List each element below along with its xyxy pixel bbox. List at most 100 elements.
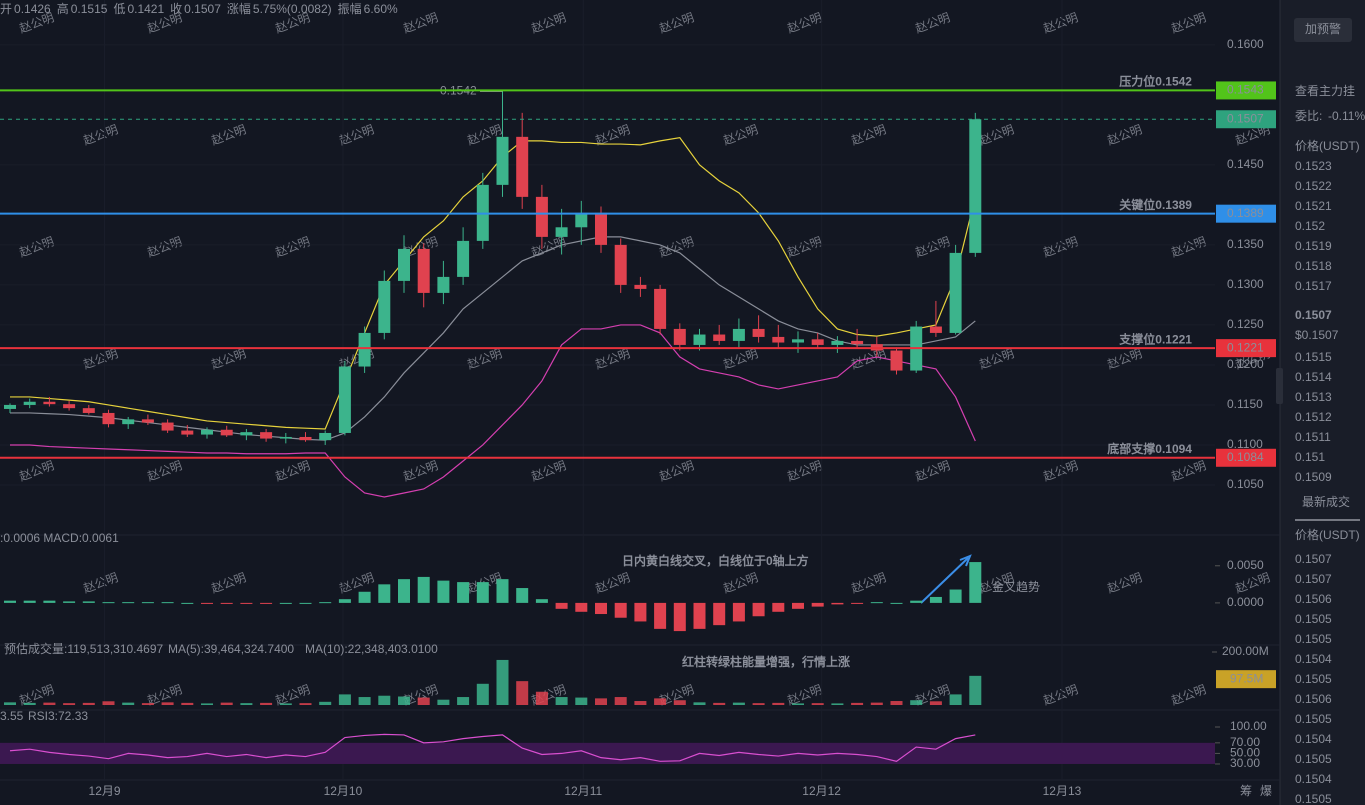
candle-body [122, 419, 135, 425]
macd-bar [535, 599, 548, 603]
x-tick-label: 12月11 [564, 784, 602, 798]
y-tick-label: 0.1450 [1227, 157, 1264, 171]
volume-bar [82, 702, 95, 705]
level-annotation: 关键位0.1389 [1119, 197, 1192, 212]
annotation: 红柱转绿柱能量增强，行情上涨 [682, 654, 850, 669]
corner-label: 筹 [1240, 784, 1252, 798]
volume-bar [4, 702, 16, 705]
y-tick-label: 0.1150 [1227, 397, 1263, 411]
candle-body [4, 404, 16, 409]
volume-bar [161, 702, 174, 705]
volume-bar [910, 700, 923, 705]
macd-bar [4, 600, 16, 603]
y-tick-label: 0.1100 [1227, 437, 1263, 451]
header-label: 收 [170, 2, 182, 16]
macd-bar [673, 602, 686, 632]
candle-body [752, 328, 765, 337]
y-tick-label: 0.1600 [1227, 37, 1264, 51]
volume-bar [890, 701, 903, 705]
volume-bar [63, 703, 76, 705]
alert-button-label[interactable]: 加预警 [1305, 21, 1341, 36]
bid-price: 0.1513 [1295, 390, 1332, 404]
macd-bar [82, 601, 95, 603]
candle-body [417, 248, 430, 293]
x-tick-label: 12月9 [89, 784, 121, 798]
trades-title[interactable]: 最新成交 [1302, 494, 1350, 509]
volume-bar [673, 700, 686, 705]
candle-body [161, 422, 174, 431]
macd-bar [279, 602, 292, 604]
volume-bar [752, 703, 765, 705]
macd-bar [870, 602, 883, 604]
candle-body [732, 328, 745, 341]
macd-bar [43, 600, 56, 603]
trade-price: 0.1506 [1295, 592, 1332, 606]
volume-bar [634, 701, 647, 705]
volume-bar [437, 699, 450, 705]
macd-bar [338, 599, 351, 603]
y-tick-label: 0.0000 [1227, 595, 1264, 609]
ask-price: 0.1521 [1295, 199, 1332, 213]
volume-bar [43, 702, 56, 705]
ratio-label: 委比: [1295, 109, 1322, 123]
volume-bar [417, 697, 430, 705]
trade-price: 0.1505 [1295, 672, 1332, 686]
header-label: 涨幅 [227, 1, 251, 16]
macd-bar [713, 602, 726, 626]
macd-bar [260, 602, 273, 604]
x-tick-label: 12月13 [1043, 784, 1082, 798]
macd-bar [595, 602, 607, 615]
volume-bar [732, 702, 745, 705]
candle-body [713, 334, 726, 341]
candle-body [496, 136, 509, 185]
bid-price: 0.1515 [1295, 350, 1332, 364]
price-tag-label: 0.1084 [1227, 450, 1264, 464]
candle-body [338, 366, 351, 433]
price-tag-label: 0.1507 [1227, 111, 1264, 125]
macd-bar [496, 579, 509, 603]
trades-header: 价格(USDT) [1295, 527, 1360, 542]
volume-bar [693, 702, 706, 705]
rsi-line [9, 733, 976, 762]
volume-bar [378, 695, 391, 705]
trend-arrow [920, 557, 969, 604]
y-tick-label: 0.1350 [1227, 237, 1264, 251]
macd-bar [417, 576, 430, 603]
level-annotation: 底部支撑0.1094 [1107, 441, 1192, 456]
bid-price: 0.151 [1295, 450, 1325, 464]
annotation: 日内黄白线交叉，白线位于0轴上方 [622, 553, 809, 568]
price-tag [1216, 110, 1276, 129]
band-line [10, 324, 976, 498]
candle-body [969, 119, 982, 253]
macd-bar [555, 602, 568, 609]
candle-body [772, 336, 785, 343]
macd-bar [457, 582, 470, 603]
macd-label: :0.0006 MACD:0.0061 [0, 531, 119, 545]
candle-body [43, 401, 56, 405]
y-tick-label: 70.00 [1230, 735, 1260, 749]
volume-bar [929, 701, 942, 705]
y-tick-label: 50.00 [1230, 746, 1260, 760]
candle-body [181, 430, 194, 435]
ask-price: 0.1518 [1295, 259, 1332, 273]
collapse-handle[interactable] [1276, 368, 1283, 404]
level-annotation: 压力位0.1542 [1119, 74, 1192, 89]
macd-bar [890, 602, 903, 604]
alert-button[interactable] [1294, 18, 1352, 42]
price-tag-label: 0.1221 [1227, 340, 1264, 354]
candle-body [851, 340, 864, 345]
macd-bar [476, 582, 489, 603]
macd-bar [378, 584, 391, 603]
macd-bar [358, 591, 371, 603]
x-tick-label: 12月12 [802, 784, 841, 798]
candle-body [792, 339, 804, 343]
trade-price: 0.1507 [1295, 552, 1332, 566]
header-value: 0.1426 [14, 2, 51, 16]
trade-price: 0.1506 [1295, 692, 1332, 706]
arrow-head [959, 554, 972, 567]
macd-bar [910, 600, 923, 603]
header-label: 振幅 [338, 1, 362, 16]
volume-bar [516, 681, 529, 705]
